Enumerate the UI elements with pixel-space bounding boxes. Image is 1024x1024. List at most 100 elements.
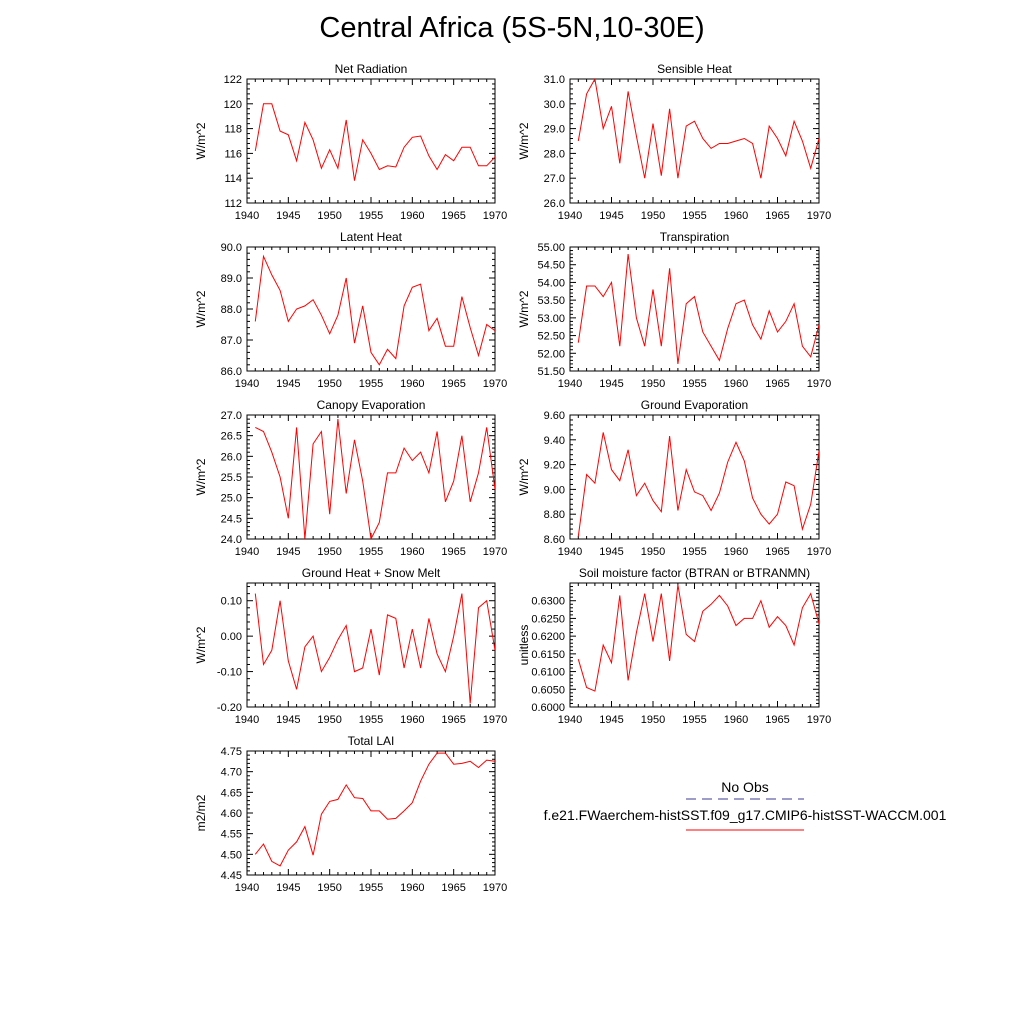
chart-panel: 1940 1945 1950 1955 1960 1965 1970 -0.20 -0.10 0.…	[194, 566, 507, 726]
panel-title: Ground Evaporation	[641, 398, 748, 412]
series-line	[577, 432, 819, 537]
panel-title: Ground Heat + Snow Melt	[302, 566, 441, 580]
y-tick-label: 0.6250	[531, 613, 565, 625]
chart-panel: 1940 1945 1950 1955 1960 1965 1970 86.0 87.0 88.0…	[194, 230, 507, 390]
x-tick-label: 1945	[276, 882, 300, 894]
x-tick-label: 1960	[400, 210, 424, 222]
x-tick-label: 1940	[235, 546, 259, 558]
y-tick-label: 0.6150	[531, 649, 565, 661]
y-tick-label: 4.75	[221, 746, 242, 758]
y-tick-label: 4.70	[221, 767, 242, 779]
y-tick-label: 116	[224, 148, 242, 160]
x-tick-label: 1965	[441, 714, 465, 726]
x-tick-label: 1950	[317, 546, 341, 558]
x-tick-label: 1965	[765, 378, 789, 390]
x-tick-label: 1970	[483, 714, 507, 726]
y-tick-label: 31.0	[544, 74, 565, 86]
y-tick-label: 4.45	[221, 870, 242, 882]
plot-frame	[569, 246, 820, 372]
plot-frame	[569, 582, 820, 708]
x-tick-label: 1970	[807, 210, 831, 222]
chart-panel: 1940 1945 1950 1955 1960 1965 1970 51.50 52.00 52…	[517, 230, 831, 390]
y-tick-label: 0.00	[221, 631, 242, 643]
y-tick-label: 90.0	[221, 242, 242, 254]
y-axis-label: m2/m2	[194, 794, 208, 831]
y-tick-label: 8.60	[544, 534, 565, 546]
page-title: Central Africa (5S-5N,10-30E)	[319, 12, 705, 44]
x-tick-label: 1955	[359, 714, 383, 726]
chart-panel: 1940 1945 1950 1955 1960 1965 1970 26.0 27.0 28.0…	[517, 62, 831, 222]
x-tick-label: 1955	[682, 210, 706, 222]
y-axis-label: W/m^2	[517, 458, 531, 495]
y-tick-label: 89.0	[221, 273, 242, 285]
y-tick-label: 0.10	[221, 596, 242, 608]
y-tick-label: 25.5	[221, 472, 242, 484]
y-tick-label: 54.00	[537, 277, 565, 289]
plot-frame	[569, 414, 820, 540]
x-tick-label: 1965	[441, 882, 465, 894]
x-tick-label: 1945	[276, 378, 300, 390]
x-tick-label: 1955	[682, 378, 706, 390]
x-tick-label: 1950	[317, 714, 341, 726]
x-tick-label: 1945	[276, 210, 300, 222]
y-tick-label: 26.5	[221, 431, 242, 443]
plot-frame	[569, 78, 820, 204]
y-axis-label: W/m^2	[194, 626, 208, 663]
x-tick-label: 1960	[400, 714, 424, 726]
y-tick-label: 24.5	[221, 513, 242, 525]
y-axis-label: W/m^2	[517, 290, 531, 327]
chart-panel: 1940 1945 1950 1955 1960 1965 1970 4.45 4.50 4.55…	[194, 734, 507, 894]
y-tick-label: 4.55	[221, 829, 242, 841]
series-line	[254, 593, 495, 704]
x-tick-label: 1940	[558, 378, 582, 390]
x-tick-label: 1950	[641, 210, 665, 222]
y-tick-label: 26.0	[221, 451, 242, 463]
plot-frame	[246, 78, 496, 204]
x-tick-label: 1960	[400, 882, 424, 894]
plot-frame	[246, 750, 496, 876]
x-tick-label: 1950	[641, 714, 665, 726]
x-tick-label: 1945	[599, 210, 623, 222]
y-axis-label: W/m^2	[194, 122, 208, 159]
x-tick-label: 1965	[765, 546, 789, 558]
legend-model-label: f.e21.FWaerchem-histSST.f09_g17.CMIP6-hi…	[543, 807, 947, 823]
x-tick-label: 1965	[441, 378, 465, 390]
y-tick-label: 0.6300	[531, 596, 565, 608]
x-tick-label: 1940	[235, 714, 259, 726]
x-tick-label: 1955	[359, 882, 383, 894]
x-tick-label: 1965	[441, 546, 465, 558]
y-tick-label: 30.0	[544, 99, 565, 111]
y-tick-label: 8.80	[544, 509, 565, 521]
plot-frame	[246, 414, 496, 540]
y-tick-label: 0.6100	[531, 667, 565, 679]
y-tick-label: 53.00	[537, 313, 565, 325]
plot-frame	[246, 582, 496, 708]
x-tick-label: 1955	[359, 546, 383, 558]
series-line	[254, 103, 495, 181]
y-tick-label: 54.50	[537, 260, 565, 272]
chart-panel: 1940 1945 1950 1955 1960 1965 1970 24.0 24.5 25.0…	[194, 398, 507, 558]
x-tick-label: 1955	[359, 210, 383, 222]
x-tick-label: 1945	[276, 546, 300, 558]
y-tick-label: 114	[224, 173, 242, 185]
chart-panel: 1940 1945 1950 1955 1960 1965 1970 112 114 116 118…	[194, 62, 507, 222]
x-tick-label: 1965	[441, 210, 465, 222]
x-tick-label: 1945	[599, 546, 623, 558]
y-tick-label: 52.50	[537, 331, 565, 343]
series-line	[254, 254, 495, 366]
x-tick-label: 1950	[641, 546, 665, 558]
panel-title: Sensible Heat	[657, 62, 732, 76]
y-tick-label: 53.50	[537, 295, 565, 307]
x-tick-label: 1950	[641, 378, 665, 390]
y-tick-label: 9.60	[544, 410, 565, 422]
panel-title: Soil moisture factor (BTRAN or BTRANMN)	[579, 566, 810, 580]
x-tick-label: 1970	[483, 546, 507, 558]
x-tick-label: 1955	[682, 546, 706, 558]
panel-title: Latent Heat	[340, 230, 403, 244]
x-tick-label: 1970	[483, 210, 507, 222]
chart-panel: 1940 1945 1950 1955 1960 1965 1970 8.60 8.80 9.00…	[517, 398, 831, 558]
y-tick-label: 4.65	[221, 787, 242, 799]
x-tick-label: 1970	[483, 882, 507, 894]
x-tick-label: 1965	[765, 714, 789, 726]
y-tick-label: 88.0	[221, 304, 242, 316]
